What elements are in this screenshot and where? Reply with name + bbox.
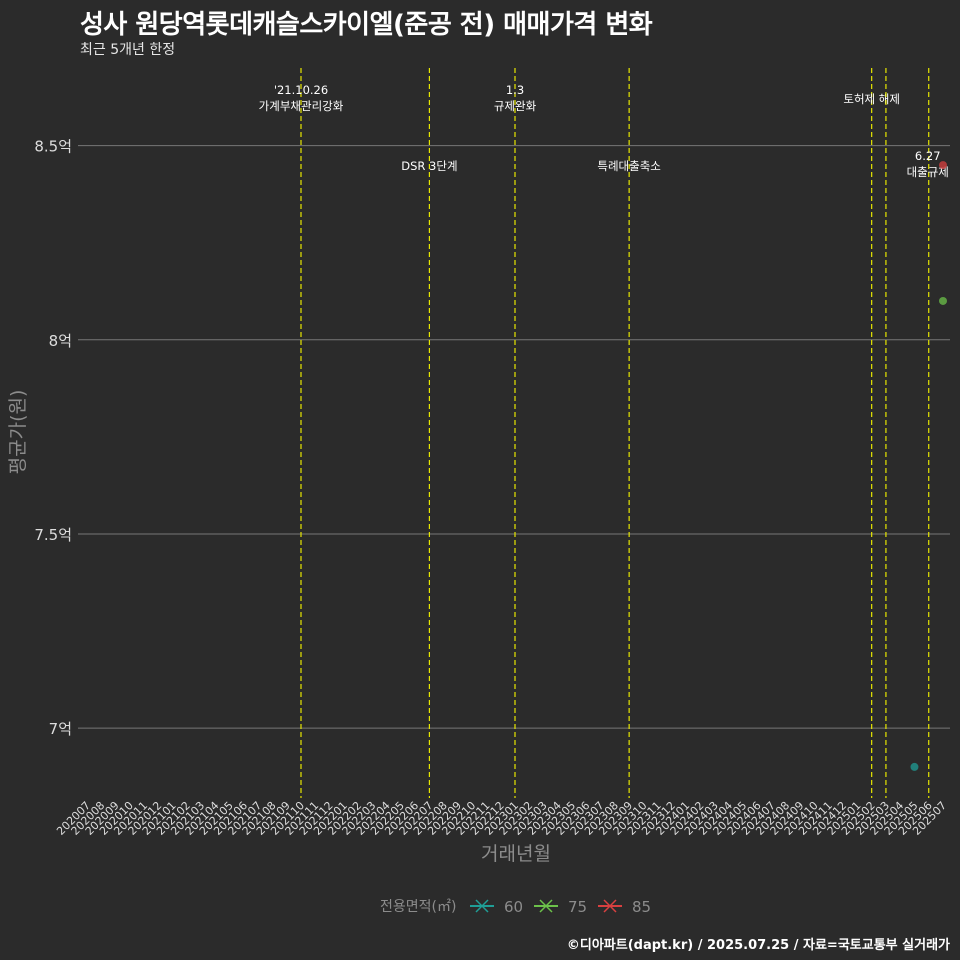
x-axis-title: 거래년월 <box>481 843 551 865</box>
event-annotation: 토허제 해제 <box>843 92 900 106</box>
chart-subtitle: 최근 5개년 한정 <box>80 42 176 58</box>
legend-label: 75 <box>568 898 587 916</box>
legend-item-60: 60 <box>470 898 523 916</box>
data-points-layer <box>910 161 947 771</box>
y-axis-title: 평균가(원) <box>7 390 29 475</box>
event-annotation: DSR 3단계 <box>401 159 457 173</box>
legend-item-75: 75 <box>534 898 587 916</box>
legend-cross <box>475 899 489 913</box>
legend-label: 60 <box>504 898 523 916</box>
legend-label: 85 <box>632 898 651 916</box>
source-caption: ©디아파트(dapt.kr) / 2025.07.25 / 자료=국토교통부 실… <box>566 938 950 953</box>
event-annotation: '21.10.26 <box>274 83 328 97</box>
data-point-60 <box>910 762 919 771</box>
legend: 전용면적(㎡) 60 75 85 <box>380 898 651 916</box>
event-annotation: 대출규제 <box>907 165 949 179</box>
event-annotation: 규제완화 <box>494 99 537 113</box>
data-point-75 <box>939 296 947 305</box>
legend-cross <box>539 899 553 913</box>
legend-title: 전용면적(㎡) <box>380 899 456 915</box>
grid-layer <box>78 145 950 729</box>
event-annotation: 6.27 <box>915 149 941 163</box>
event-annotation: 가계부채관리강화 <box>259 99 344 113</box>
x-tick-labels: 2020072020082020092020102020112020122021… <box>54 799 949 838</box>
y-tick-label: 8.5억 <box>34 138 72 156</box>
y-tick-label: 7.5억 <box>34 526 72 544</box>
chart-title: 성사 원당역롯데캐슬스카이엘(준공 전) 매매가격 변화 <box>80 10 653 40</box>
event-annotation: 특례대출축소 <box>597 159 660 173</box>
legend-cross <box>603 899 617 913</box>
y-tick-label: 7억 <box>49 720 72 738</box>
data-point-85 <box>939 161 947 170</box>
y-tick-label: 8억 <box>49 332 72 350</box>
y-tick-labels: 7억 7.5억 8억 8.5억 <box>34 138 72 738</box>
event-annotation: 1.3 <box>506 83 524 97</box>
legend-item-85: 85 <box>598 898 651 916</box>
